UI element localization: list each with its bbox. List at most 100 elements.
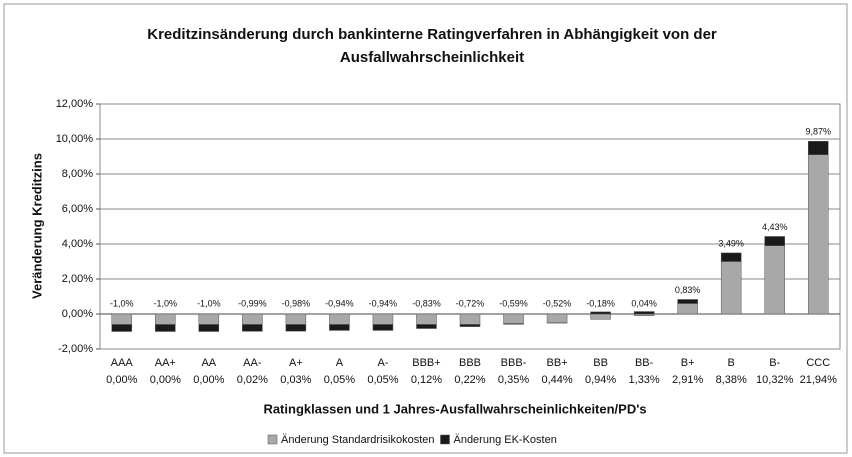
x-tick-label: 0,05% [324,374,355,386]
bar-segment [677,303,698,315]
y-tick-label: 8,00% [62,168,93,180]
x-tick-label: 0,05% [367,374,398,386]
bar-segment [198,313,220,325]
x-tick-label: 0,22% [454,374,485,386]
chart-title: Ausfallwahrscheinlichkeit [340,49,524,66]
x-tick-label: AAA [111,357,134,369]
total-label: -0,94% [325,298,354,308]
x-tick-label: AA [201,357,216,369]
bar-segment [546,313,568,323]
chart-title: Kreditzinsänderung durch bankinterne Rat… [147,26,717,43]
bar-segment [155,324,176,332]
x-tick-label: 10,32% [756,374,794,386]
bar-segment [198,324,220,332]
plot-area [99,103,841,350]
x-tick-label: 0,00% [106,374,137,386]
bar-segment [285,313,307,325]
x-tick-label: B- [769,357,780,369]
x-tick-label: 0,00% [193,374,224,386]
total-label: -1,0% [110,298,134,308]
bar-segment [764,236,785,247]
bar-segment [720,261,742,315]
x-tick-label: BBB [459,357,481,369]
total-label: 3,49% [718,238,744,248]
bar-segment [242,324,263,332]
bar-segment [677,299,698,304]
x-tick-label: A- [377,357,388,369]
bar-segment [590,313,611,320]
y-tick-label: 0,00% [62,308,93,320]
total-label: -0,59% [499,298,528,308]
bar-segment [111,313,133,325]
total-label: -0,99% [238,298,267,308]
x-tick-label: BB+ [547,357,568,369]
bar-segment [633,313,655,316]
x-tick-label: B [728,357,735,369]
x-tick-label: 0,02% [237,374,268,386]
bar-segment [329,313,350,325]
legend-label: Änderung Standardrisikokosten [281,434,434,446]
y-tick-label: 2,00% [62,273,93,285]
bar-segment [720,252,742,262]
legend-swatch [267,434,278,445]
total-label: 0,04% [631,299,657,309]
x-tick-label: BB- [635,357,654,369]
bar-segment [764,245,785,315]
bar-segment [503,313,524,324]
x-tick-label: AA+ [155,357,176,369]
y-tick-label: 10,00% [56,133,94,145]
x-tick-label: BBB+ [412,357,440,369]
x-tick-label: BBB- [501,357,527,369]
x-tick-label: B+ [681,357,695,369]
bar-segment [242,313,263,325]
total-label: -0,83% [412,298,441,308]
x-tick-label: A [336,357,344,369]
bar-segment [111,324,133,332]
x-tick-label: 0,94% [585,374,616,386]
total-label: -0,18% [586,298,615,308]
bar-segment [807,141,829,155]
bar-segment [285,324,307,332]
y-axis-title: Veränderung Kreditzins [29,153,44,299]
bar-segment [459,313,481,325]
x-tick-label: 0,35% [498,374,529,386]
bar-segment [416,313,437,325]
bar-segment [372,324,394,331]
legend-swatch [440,434,450,445]
total-label: -1,0% [197,298,221,308]
y-tick-label: 6,00% [62,203,93,215]
x-tick-label: 21,94% [800,374,838,386]
y-tick-label: 4,00% [62,238,93,250]
total-label: 0,83% [675,285,701,295]
x-tick-label: AA- [243,357,262,369]
bar-segment [372,313,394,325]
bar-segment [155,313,176,325]
x-axis-title: Ratingklassen und 1 Jahres-Ausfallwahrsc… [263,401,646,416]
total-label: -0,98% [282,298,311,308]
x-tick-label: 0,12% [411,374,442,386]
x-tick-label: 0,03% [280,374,311,386]
total-label: -1,0% [154,298,178,308]
x-tick-label: BB [593,357,608,369]
total-label: -0,94% [369,298,398,308]
bar-segment [503,323,524,325]
bar-segment [807,154,829,315]
total-label: 9,87% [805,127,831,137]
bar-segment [590,311,611,315]
x-tick-label: CCC [806,357,830,369]
bar-segment [416,324,437,329]
bar-segment [459,324,481,327]
total-label: -0,72% [456,298,485,308]
y-tick-label: 12,00% [56,98,94,110]
total-label: -0,52% [543,298,572,308]
x-tick-label: 0,44% [541,374,572,386]
x-tick-label: 2,91% [672,374,703,386]
total-label: 4,43% [762,222,788,232]
x-tick-label: 1,33% [629,374,660,386]
x-tick-label: A+ [289,357,303,369]
y-tick-label: -2,00% [58,343,93,355]
bar-segment [329,324,350,331]
x-tick-label: 0,00% [150,374,181,386]
x-tick-label: 8,38% [716,374,747,386]
